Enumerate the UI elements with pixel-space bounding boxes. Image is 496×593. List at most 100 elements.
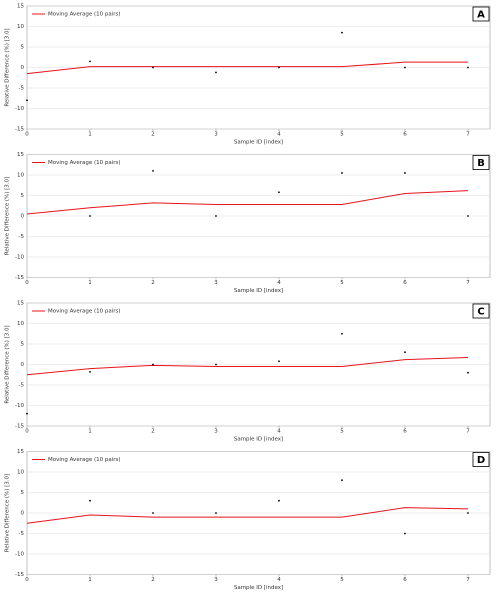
data-point [341,479,343,482]
data-point [215,71,217,74]
x-tick-label: 3 [214,132,218,138]
x-tick-label: 0 [25,429,29,435]
y-tick-label: 5 [21,490,25,496]
y-tick-label: -10 [15,403,24,409]
x-tick-label: 4 [277,577,281,583]
x-tick-label: 3 [214,280,218,286]
data-point [404,351,406,354]
moving-average-line [26,190,468,215]
panel-label-box [472,303,490,319]
x-tick-label: 1 [88,429,92,435]
data-point [152,170,154,172]
y-tick-label: -15 [15,424,24,430]
data-point [341,172,343,174]
x-tick-label: 7 [466,280,470,286]
y-tick-label: 0 [21,65,25,71]
y-tick-label: 0 [21,511,25,517]
y-tick-label: -15 [15,572,24,578]
data-point [89,370,91,373]
data-point [404,532,406,535]
y-tick-label: -10 [15,552,24,558]
legend-label: Moving Average (10 pairs) [48,457,121,463]
y-tick-label: -15 [15,275,24,281]
y-tick-label: 5 [21,193,25,199]
data-point [152,512,154,514]
data-point [278,191,280,194]
data-point [26,412,28,415]
panel-label: A [477,10,485,21]
y-tick-label: -5 [19,531,25,537]
y-tick-label: 10 [17,24,24,30]
data-point [278,360,280,363]
y-tick-label: -5 [19,86,25,92]
y-axis-title: Relative Difference (%) [3.0] [5,325,11,403]
y-axis-title: Relative Difference (%) [3.0] [5,177,11,255]
x-tick-label: 4 [277,429,281,435]
x-tick-label: 7 [466,429,470,435]
data-point [278,499,280,502]
x-axis-title: Sample ID [index] [234,140,283,146]
y-tick-label: -10 [15,106,24,112]
x-tick-label: 3 [214,577,218,583]
legend-label: Moving Average (10 pairs) [48,12,121,18]
data-point [467,371,469,374]
data-point [89,215,91,217]
moving-average-line [26,507,468,524]
legend-box [29,453,109,464]
x-axis-title: Sample ID [index] [234,437,283,443]
y-tick-label: -15 [15,127,24,133]
y-tick-label: -10 [15,255,24,261]
y-tick-label: 15 [17,4,24,10]
y-tick-label: 10 [17,321,24,327]
data-point [152,66,154,69]
x-tick-label: 2 [151,429,155,435]
panel-label: B [477,158,485,169]
panel-label-box [472,452,490,467]
x-tick-label: 6 [403,577,407,583]
data-point [467,512,469,514]
y-axis-title: Relative Difference (%) [3.0] [5,474,11,552]
y-tick-label: -5 [19,234,25,240]
y-axis-title: Relative Difference (%) [3.0] [5,28,11,106]
x-tick-label: 2 [151,280,155,286]
legend-box [29,8,109,18]
data-point [278,66,280,69]
data-point [404,66,406,69]
x-tick-label: 7 [466,577,470,583]
data-point [467,215,469,217]
x-axis-title: Sample ID [index] [234,585,283,591]
moving-average-line [26,61,468,75]
x-axis-title: Sample ID [index] [234,288,283,294]
y-tick-label: 10 [17,470,24,476]
x-tick-label: 1 [88,280,92,286]
legend-label: Moving Average (10 pairs) [48,160,121,166]
data-point [404,172,406,174]
x-tick-label: 2 [151,577,155,583]
x-tick-label: 0 [25,577,29,583]
x-tick-label: 3 [214,429,218,435]
data-point [26,99,28,102]
x-tick-label: 1 [88,132,92,138]
panel-label: D [477,455,485,466]
x-tick-label: 5 [340,280,344,286]
x-tick-label: 5 [340,577,344,583]
y-tick-label: 5 [21,342,25,348]
data-point [89,60,91,63]
y-tick-label: 5 [21,45,25,51]
x-tick-label: 7 [466,132,470,138]
x-tick-label: 5 [340,132,344,138]
x-tick-label: 6 [403,429,407,435]
data-point [215,512,217,514]
x-tick-label: 4 [277,280,281,286]
y-tick-label: 15 [17,449,24,455]
y-tick-label: 10 [17,173,24,179]
legend-box [29,305,109,315]
data-point [341,332,343,335]
y-tick-label: -5 [19,383,25,389]
panel-label-box [472,155,490,170]
y-tick-label: 15 [17,301,24,307]
panel-label-box [472,6,490,22]
data-point [215,363,217,366]
y-tick-label: 0 [21,214,25,220]
